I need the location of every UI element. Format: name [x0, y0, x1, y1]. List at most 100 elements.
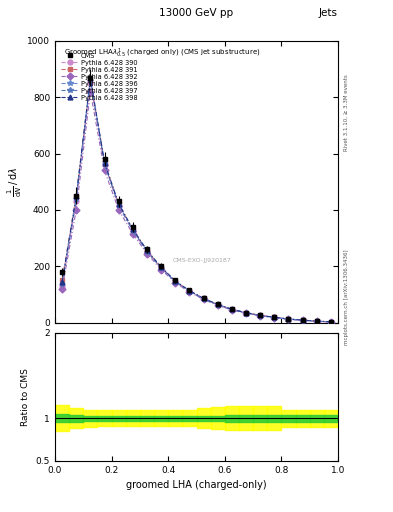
Line: Pythia 6.428 392: Pythia 6.428 392 — [60, 89, 333, 324]
Pythia 6.428 398 — [314, 318, 319, 324]
Pythia 6.428 397 — [230, 306, 234, 312]
Pythia 6.428 391 — [88, 77, 93, 83]
Pythia 6.428 396 — [60, 280, 64, 286]
Pythia 6.428 396 — [159, 265, 163, 271]
Pythia 6.428 398 — [201, 295, 206, 302]
Pythia 6.428 391 — [201, 295, 206, 302]
Pythia 6.428 392 — [130, 231, 135, 237]
Pythia 6.428 391 — [74, 193, 79, 199]
Pythia 6.428 397 — [130, 228, 135, 234]
Pythia 6.428 392 — [286, 316, 291, 322]
Pythia 6.428 392 — [173, 280, 178, 286]
Pythia 6.428 390 — [102, 162, 107, 168]
Pythia 6.428 398 — [329, 318, 333, 325]
Pythia 6.428 397 — [60, 281, 64, 287]
Pythia 6.428 391 — [173, 278, 178, 284]
Pythia 6.428 396 — [314, 318, 319, 324]
Pythia 6.428 391 — [286, 316, 291, 322]
Pythia 6.428 398 — [102, 160, 107, 166]
Pythia 6.428 397 — [116, 202, 121, 208]
Pythia 6.428 391 — [272, 314, 277, 321]
Pythia 6.428 390 — [272, 314, 277, 321]
Pythia 6.428 390 — [244, 310, 248, 316]
Text: mcplots.cern.ch [arXiv:1306.3436]: mcplots.cern.ch [arXiv:1306.3436] — [344, 249, 349, 345]
Pythia 6.428 392 — [244, 310, 248, 316]
Pythia 6.428 396 — [187, 288, 192, 294]
Pythia 6.428 397 — [102, 161, 107, 167]
Pythia 6.428 390 — [215, 302, 220, 308]
Pythia 6.428 392 — [272, 314, 277, 321]
Pythia 6.428 396 — [145, 248, 149, 254]
Pythia 6.428 396 — [230, 306, 234, 312]
Pythia 6.428 392 — [314, 318, 319, 325]
Pythia 6.428 391 — [130, 227, 135, 233]
Pythia 6.428 390 — [286, 316, 291, 322]
Text: CMS-EXO-JJ920187: CMS-EXO-JJ920187 — [173, 258, 231, 263]
Pythia 6.428 390 — [187, 288, 192, 294]
Pythia 6.428 396 — [286, 316, 291, 322]
Pythia 6.428 392 — [258, 313, 263, 319]
Pythia 6.428 398 — [286, 316, 291, 322]
Pythia 6.428 392 — [116, 207, 121, 213]
Pythia 6.428 391 — [244, 310, 248, 316]
Pythia 6.428 391 — [329, 318, 333, 325]
Pythia 6.428 391 — [145, 248, 149, 254]
Pythia 6.428 391 — [258, 312, 263, 318]
Pythia 6.428 398 — [130, 226, 135, 232]
Pythia 6.428 397 — [159, 265, 163, 271]
Pythia 6.428 390 — [145, 248, 149, 254]
Y-axis label: $\frac{1}{\mathrm{d}N}\,/\,\mathrm{d}\lambda$: $\frac{1}{\mathrm{d}N}\,/\,\mathrm{d}\la… — [6, 167, 24, 197]
Pythia 6.428 392 — [88, 89, 93, 95]
Pythia 6.428 398 — [74, 194, 79, 200]
Pythia 6.428 392 — [300, 317, 305, 324]
Pythia 6.428 390 — [230, 307, 234, 313]
Pythia 6.428 390 — [116, 203, 121, 209]
Pythia 6.428 398 — [88, 75, 93, 81]
Pythia 6.428 391 — [116, 201, 121, 207]
Pythia 6.428 398 — [258, 312, 263, 318]
Pythia 6.428 397 — [88, 77, 93, 83]
Pythia 6.428 390 — [88, 80, 93, 86]
Pythia 6.428 392 — [145, 250, 149, 257]
Pythia 6.428 390 — [201, 296, 206, 302]
Pythia 6.428 396 — [116, 202, 121, 208]
Pythia 6.428 397 — [300, 317, 305, 323]
Pythia 6.428 391 — [300, 317, 305, 323]
Line: Pythia 6.428 390: Pythia 6.428 390 — [60, 81, 333, 324]
Pythia 6.428 397 — [286, 316, 291, 322]
Pythia 6.428 397 — [74, 196, 79, 202]
Pythia 6.428 398 — [187, 288, 192, 294]
Pythia 6.428 390 — [329, 319, 333, 325]
Pythia 6.428 392 — [329, 319, 333, 325]
Pythia 6.428 390 — [74, 199, 79, 205]
Pythia 6.428 392 — [60, 286, 64, 292]
Y-axis label: Ratio to CMS: Ratio to CMS — [21, 368, 30, 426]
Line: Pythia 6.428 396: Pythia 6.428 396 — [60, 77, 333, 324]
Pythia 6.428 391 — [230, 306, 234, 312]
Pythia 6.428 392 — [201, 296, 206, 303]
Pythia 6.428 398 — [159, 264, 163, 270]
Pythia 6.428 398 — [173, 278, 178, 284]
Pythia 6.428 398 — [116, 201, 121, 207]
Pythia 6.428 396 — [258, 312, 263, 318]
Pythia 6.428 392 — [187, 289, 192, 295]
Pythia 6.428 396 — [88, 76, 93, 82]
Pythia 6.428 397 — [145, 248, 149, 254]
Pythia 6.428 397 — [201, 296, 206, 302]
Pythia 6.428 391 — [187, 288, 192, 294]
Pythia 6.428 396 — [130, 227, 135, 233]
Pythia 6.428 392 — [102, 167, 107, 174]
Line: Pythia 6.428 397: Pythia 6.428 397 — [60, 77, 333, 324]
Text: Jets: Jets — [319, 8, 338, 18]
Pythia 6.428 391 — [60, 278, 64, 284]
Pythia 6.428 396 — [215, 302, 220, 308]
Pythia 6.428 397 — [314, 318, 319, 324]
Pythia 6.428 391 — [215, 302, 220, 308]
Pythia 6.428 390 — [159, 265, 163, 271]
Pythia 6.428 392 — [159, 267, 163, 273]
Pythia 6.428 396 — [74, 196, 79, 202]
Pythia 6.428 390 — [60, 283, 64, 289]
Pythia 6.428 398 — [272, 314, 277, 321]
Pythia 6.428 392 — [215, 302, 220, 308]
Legend: CMS, Pythia 6.428 390, Pythia 6.428 391, Pythia 6.428 392, Pythia 6.428 396, Pyt: CMS, Pythia 6.428 390, Pythia 6.428 391,… — [61, 53, 137, 101]
